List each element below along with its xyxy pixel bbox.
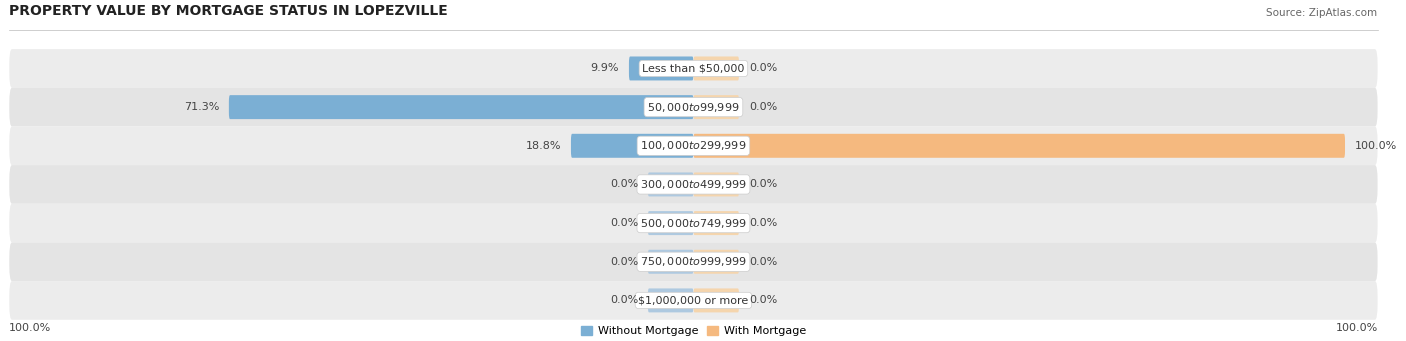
Text: 0.0%: 0.0% (610, 295, 638, 306)
Text: 0.0%: 0.0% (749, 179, 778, 190)
FancyBboxPatch shape (693, 134, 1346, 158)
Legend: Without Mortgage, With Mortgage: Without Mortgage, With Mortgage (576, 321, 810, 341)
FancyBboxPatch shape (693, 288, 740, 312)
FancyBboxPatch shape (10, 49, 1378, 88)
Text: 100.0%: 100.0% (1355, 141, 1398, 151)
FancyBboxPatch shape (229, 95, 693, 119)
Text: Less than $50,000: Less than $50,000 (643, 63, 745, 73)
Text: 0.0%: 0.0% (749, 257, 778, 267)
Text: 71.3%: 71.3% (184, 102, 219, 112)
Text: $750,000 to $999,999: $750,000 to $999,999 (640, 255, 747, 268)
Text: 0.0%: 0.0% (749, 63, 778, 73)
FancyBboxPatch shape (693, 211, 740, 235)
Text: 100.0%: 100.0% (1336, 323, 1378, 333)
Text: $500,000 to $749,999: $500,000 to $749,999 (640, 217, 747, 229)
Text: 0.0%: 0.0% (610, 218, 638, 228)
Text: 0.0%: 0.0% (749, 295, 778, 306)
Text: 0.0%: 0.0% (749, 218, 778, 228)
FancyBboxPatch shape (693, 95, 740, 119)
FancyBboxPatch shape (10, 242, 1378, 281)
Text: 100.0%: 100.0% (10, 323, 52, 333)
Text: 18.8%: 18.8% (526, 141, 561, 151)
Text: $100,000 to $299,999: $100,000 to $299,999 (640, 139, 747, 152)
Text: Source: ZipAtlas.com: Source: ZipAtlas.com (1267, 8, 1378, 18)
FancyBboxPatch shape (10, 165, 1378, 204)
FancyBboxPatch shape (693, 57, 740, 80)
FancyBboxPatch shape (10, 204, 1378, 242)
FancyBboxPatch shape (648, 250, 693, 274)
Text: 9.9%: 9.9% (591, 63, 619, 73)
Text: $50,000 to $99,999: $50,000 to $99,999 (647, 101, 740, 114)
FancyBboxPatch shape (10, 88, 1378, 127)
FancyBboxPatch shape (10, 281, 1378, 320)
Text: $1,000,000 or more: $1,000,000 or more (638, 295, 748, 306)
FancyBboxPatch shape (648, 211, 693, 235)
FancyBboxPatch shape (648, 288, 693, 312)
FancyBboxPatch shape (648, 173, 693, 196)
Text: PROPERTY VALUE BY MORTGAGE STATUS IN LOPEZVILLE: PROPERTY VALUE BY MORTGAGE STATUS IN LOP… (10, 4, 449, 18)
Text: $300,000 to $499,999: $300,000 to $499,999 (640, 178, 747, 191)
FancyBboxPatch shape (628, 57, 693, 80)
FancyBboxPatch shape (693, 173, 740, 196)
FancyBboxPatch shape (571, 134, 693, 158)
FancyBboxPatch shape (693, 250, 740, 274)
Text: 0.0%: 0.0% (610, 179, 638, 190)
Text: 0.0%: 0.0% (749, 102, 778, 112)
FancyBboxPatch shape (10, 127, 1378, 165)
Text: 0.0%: 0.0% (610, 257, 638, 267)
